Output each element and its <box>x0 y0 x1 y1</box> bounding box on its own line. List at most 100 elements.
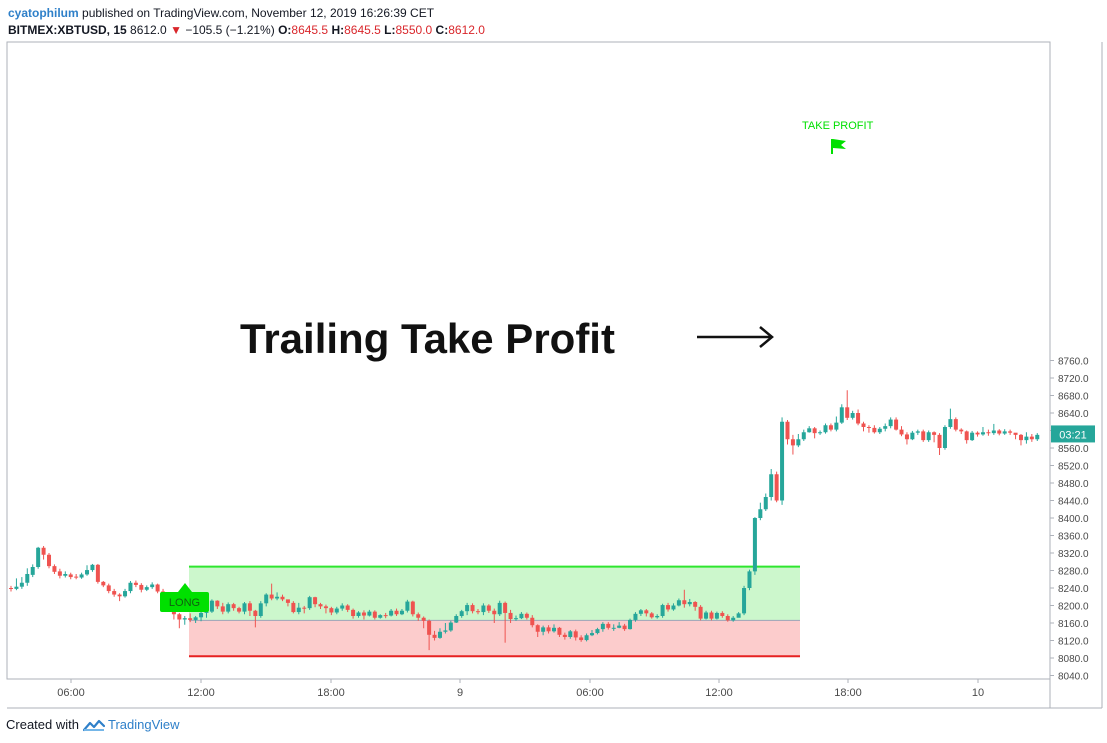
candle <box>307 595 312 610</box>
candle-body <box>1002 431 1007 434</box>
candle-body <box>19 582 24 587</box>
candle-body <box>356 612 361 616</box>
candle <box>975 431 980 437</box>
candle-body <box>785 421 790 440</box>
y-tick-label: 8560.0 <box>1058 444 1089 455</box>
candle <box>481 603 486 616</box>
candle <box>101 581 106 588</box>
candle <box>1029 434 1034 442</box>
candle <box>915 429 920 435</box>
candle-body <box>52 566 57 572</box>
candle <box>52 564 57 574</box>
candle <box>595 627 600 635</box>
candle-body <box>709 612 714 619</box>
candle-body <box>818 432 823 434</box>
candle <box>959 428 964 434</box>
candle-body <box>899 429 904 435</box>
candle-body <box>57 571 62 576</box>
candle-body <box>220 606 225 612</box>
candle-body <box>758 509 763 518</box>
candle <box>606 622 611 630</box>
candle <box>323 604 328 614</box>
candle <box>416 612 421 621</box>
candle <box>356 611 361 618</box>
candle-body <box>704 612 709 619</box>
candle-body <box>932 432 937 435</box>
candle <box>866 425 871 433</box>
candle-body <box>47 554 52 567</box>
candle-body <box>416 614 421 618</box>
candle-body <box>655 616 660 618</box>
candle-body <box>790 439 795 446</box>
candle <box>345 604 350 613</box>
candle-body <box>448 622 453 631</box>
candle-body <box>942 427 947 448</box>
candle-body <box>383 615 388 617</box>
candle-body <box>937 434 942 448</box>
y-tick-label: 8160.0 <box>1058 619 1089 630</box>
candle <box>980 427 985 436</box>
candle-body <box>231 604 236 609</box>
candle-body <box>318 604 323 607</box>
candle-body <box>68 574 73 578</box>
open-label: O: <box>278 23 292 37</box>
candle-body <box>90 564 95 571</box>
low-label: L: <box>384 23 396 37</box>
candle <box>30 564 35 578</box>
candle <box>1035 433 1040 441</box>
candle <box>888 417 893 429</box>
y-tick-label: 8760.0 <box>1058 357 1089 368</box>
loss-zone <box>189 620 800 657</box>
candle <box>144 585 149 592</box>
candle <box>68 572 73 580</box>
candle-body <box>530 617 535 626</box>
candle-body <box>557 627 562 635</box>
candle <box>209 599 214 613</box>
candle-body <box>877 428 882 433</box>
candle-body <box>410 601 415 615</box>
candle <box>410 600 415 617</box>
candle <box>731 616 736 622</box>
candle <box>399 609 404 616</box>
tradingview-brand[interactable]: TradingView <box>107 717 180 732</box>
y-tick-label: 8720.0 <box>1058 374 1089 385</box>
candle-body <box>79 574 84 578</box>
candle <box>682 589 687 608</box>
candle-body <box>687 602 692 605</box>
candle <box>801 429 806 441</box>
candle-body <box>399 610 404 615</box>
candle <box>258 601 263 618</box>
candle <box>747 569 752 591</box>
x-tick-label: 06:00 <box>576 687 604 699</box>
candle <box>622 623 627 631</box>
candle-body <box>302 607 307 609</box>
candle <box>237 606 242 614</box>
candle-body <box>351 609 356 616</box>
candle <box>709 610 714 621</box>
candle <box>475 609 480 615</box>
candle-body <box>30 567 35 575</box>
candle <box>877 427 882 434</box>
candle-body <box>812 428 817 434</box>
candle <box>894 417 899 431</box>
author-name[interactable]: cyatophilum <box>8 6 79 20</box>
candle <box>253 609 258 628</box>
candle-body <box>275 596 280 599</box>
x-tick-label: 12:00 <box>705 687 733 699</box>
candle-body <box>622 625 627 630</box>
candle-body <box>193 617 198 620</box>
y-tick-label: 8240.0 <box>1058 584 1089 595</box>
open-value: 8645.5 <box>291 23 329 37</box>
candle <box>443 623 448 634</box>
candle-body <box>519 613 524 619</box>
candle <box>546 625 551 634</box>
candle <box>513 615 518 621</box>
candle <box>19 577 24 589</box>
candle <box>932 431 937 443</box>
candle <box>188 613 193 623</box>
y-tick-label: 8680.0 <box>1058 392 1089 403</box>
candle-body <box>226 604 231 612</box>
candle-body <box>437 631 442 638</box>
long-badge[interactable] <box>160 592 209 612</box>
